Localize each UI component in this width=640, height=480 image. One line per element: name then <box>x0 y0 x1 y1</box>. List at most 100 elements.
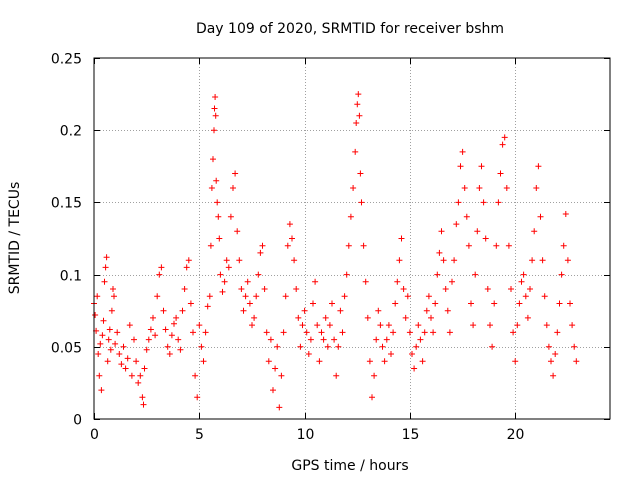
data-point <box>476 185 483 191</box>
data-point <box>122 365 129 372</box>
data-point <box>482 235 489 242</box>
data-point <box>181 286 188 292</box>
y-tick-label: 0.15 <box>51 196 82 212</box>
data-point <box>501 134 508 141</box>
data-point <box>524 314 531 321</box>
data-point <box>400 286 407 292</box>
x-tick-label: 20 <box>507 427 525 443</box>
data-point <box>251 314 258 321</box>
data-point <box>457 163 464 170</box>
data-point <box>212 112 219 119</box>
data-point <box>381 358 388 365</box>
data-point <box>310 300 316 307</box>
data-point <box>366 358 373 365</box>
data-point <box>240 307 247 314</box>
data-point <box>242 293 249 300</box>
data-point <box>114 329 121 336</box>
data-point <box>216 235 223 242</box>
data-point <box>154 293 161 300</box>
data-point <box>108 307 115 314</box>
data-point <box>438 228 445 235</box>
data-point <box>520 271 527 278</box>
data-point <box>516 300 523 307</box>
data-point <box>569 322 576 329</box>
data-point <box>428 314 434 321</box>
data-point <box>552 351 559 357</box>
data-point <box>212 94 219 100</box>
data-point <box>131 336 137 343</box>
data-point <box>539 257 546 264</box>
data-point <box>97 340 104 347</box>
data-point <box>270 387 276 394</box>
data-point <box>343 271 350 278</box>
data-point <box>291 257 298 264</box>
data-point <box>385 322 392 329</box>
data-point <box>211 127 217 134</box>
data-point <box>102 264 109 271</box>
data-point <box>110 286 116 292</box>
data-point <box>419 358 426 365</box>
data-point <box>278 372 285 379</box>
y-tick-label: 0.1 <box>60 269 82 285</box>
data-point <box>394 278 401 285</box>
data-point <box>463 213 470 220</box>
data-point <box>489 343 496 350</box>
data-point <box>417 336 424 343</box>
data-point <box>196 322 203 329</box>
data-point <box>179 307 186 314</box>
data-point <box>225 264 232 271</box>
data-point <box>192 372 199 379</box>
data-point <box>461 185 468 191</box>
data-point <box>305 351 312 357</box>
data-point <box>434 271 441 278</box>
data-point <box>459 148 466 155</box>
data-point <box>307 336 314 343</box>
data-point <box>484 286 491 292</box>
data-point <box>357 170 364 177</box>
data-point <box>324 343 331 350</box>
data-point <box>289 235 295 242</box>
data-point <box>347 213 354 220</box>
data-point <box>234 228 241 235</box>
data-point <box>392 300 399 307</box>
data-point <box>487 322 493 329</box>
data-point <box>446 329 453 336</box>
data-point <box>246 300 253 307</box>
data-point <box>470 322 477 329</box>
data-point <box>390 329 397 336</box>
data-point <box>208 185 215 191</box>
data-point <box>499 141 506 148</box>
data-point <box>465 242 472 249</box>
data-point <box>379 343 386 350</box>
axis-ticks <box>94 58 610 420</box>
data-point <box>211 105 218 112</box>
x-axis-label: GPS time / hours <box>291 458 408 474</box>
data-point <box>388 351 394 357</box>
data-point <box>369 394 375 401</box>
data-point <box>152 332 159 339</box>
data-point <box>364 314 371 321</box>
data-point <box>207 242 214 249</box>
data-point <box>554 329 561 336</box>
data-point <box>533 185 540 191</box>
data-point <box>398 235 405 242</box>
data-point <box>230 185 236 191</box>
data-point <box>527 286 533 292</box>
data-point <box>333 372 340 379</box>
data-point <box>567 300 573 307</box>
data-point <box>413 343 420 350</box>
data-point <box>187 300 194 307</box>
data-point <box>543 322 550 329</box>
data-point <box>158 264 165 271</box>
data-point <box>99 332 106 339</box>
data-point <box>274 343 281 350</box>
data-point <box>373 336 380 343</box>
data-point <box>118 361 125 368</box>
data-point <box>541 293 548 300</box>
data-point <box>244 278 251 285</box>
data-point <box>276 404 283 411</box>
data-point <box>98 387 105 394</box>
data-point <box>116 351 123 357</box>
data-point <box>202 329 209 336</box>
data-point <box>503 185 510 191</box>
